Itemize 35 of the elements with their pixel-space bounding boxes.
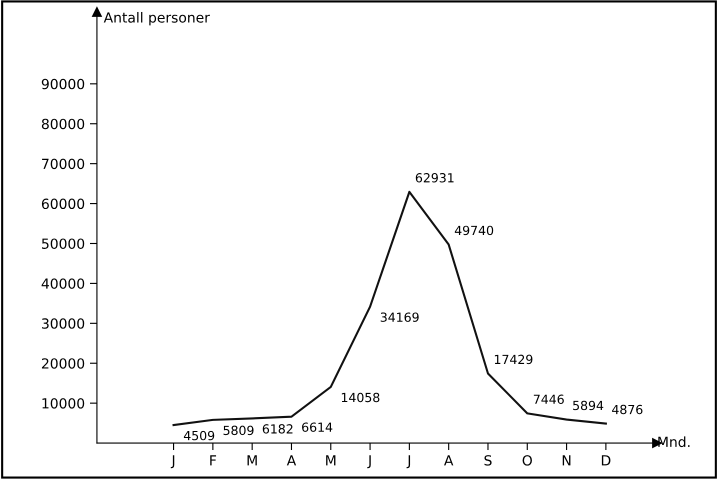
data-label: 7446 — [534, 394, 564, 404]
x-tick-label: A — [286, 455, 296, 466]
y-tick-label: 50000 — [42, 238, 84, 249]
x-tick-label: M — [326, 455, 336, 466]
x-tick-label: J — [170, 455, 174, 468]
data-label: 17429 — [494, 354, 532, 364]
x-tick-label: J — [367, 455, 371, 468]
data-label: 49740 — [454, 226, 494, 236]
y-tick-label: 10000 — [42, 398, 84, 409]
x-tick-label: F — [210, 455, 216, 466]
x-tick-label: D — [602, 455, 610, 466]
data-label: 62931 — [416, 173, 454, 183]
y-tick-label: 90000 — [42, 78, 84, 90]
data-label: 6182 — [262, 424, 292, 434]
x-tick-label: J — [406, 455, 410, 468]
data-label: 5809 — [224, 426, 254, 436]
data-label: 5894 — [573, 400, 604, 410]
x-tick-label: N — [562, 455, 570, 466]
data-label: 6614 — [302, 422, 332, 432]
y-tick-label: 70000 — [42, 158, 84, 170]
y-tick-label: 30000 — [42, 318, 84, 329]
x-tick-label: M — [248, 455, 257, 466]
x-axis-title: Mnd. — [658, 436, 690, 448]
data-label: 14058 — [342, 392, 380, 402]
x-tick-label: A — [444, 455, 454, 466]
x-tick-label: S — [484, 455, 492, 466]
x-tick-label: O — [522, 455, 532, 466]
data-label: 4509 — [184, 430, 214, 440]
data-label: 4876 — [612, 404, 642, 414]
data-label: 34169 — [380, 312, 419, 322]
y-tick-label: 20000 — [42, 358, 84, 369]
y-tick-label: 60000 — [42, 198, 84, 210]
y-tick-label: 40000 — [42, 278, 84, 289]
y-axis-title: Antall personer — [104, 12, 210, 26]
y-tick-label: 80000 — [42, 118, 84, 130]
